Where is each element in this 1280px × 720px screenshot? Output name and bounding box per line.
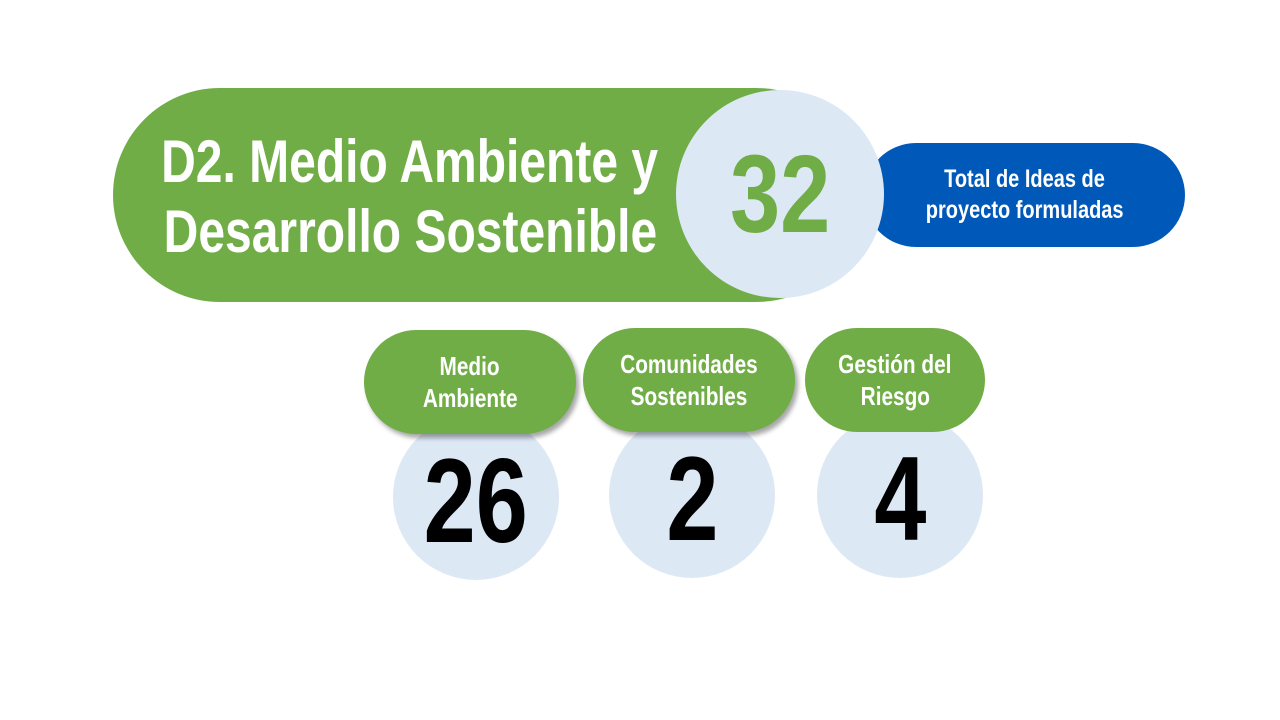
category-medio-ambiente-value: 26 <box>423 434 529 568</box>
category-medio-ambiente-label-2: Ambiente <box>422 383 518 413</box>
total-label-line-1: Total de Ideas de <box>944 165 1105 193</box>
category-comunidades-sostenibles-value: 2 <box>665 432 719 566</box>
category-gestion-del-riesgo-label-1: Gestión del <box>838 349 952 379</box>
category-medio-ambiente-pill: Medio Ambiente <box>364 330 576 434</box>
category-medio-ambiente-label-1: Medio <box>439 351 501 381</box>
category-gestion-del-riesgo-label-2: Riesgo <box>860 381 930 411</box>
category-comunidades-sostenibles-pill: Comunidades Sostenibles <box>583 328 795 432</box>
category-gestion-del-riesgo-pill: Gestión del Riesgo <box>805 328 985 432</box>
total-value: 32 <box>729 133 831 256</box>
category-comunidades-sostenibles-label-2: Sostenibles <box>630 381 748 411</box>
category-comunidades-sostenibles-label-1: Comunidades <box>620 349 758 379</box>
page-title: D2. Medio Ambiente y Desarrollo Sostenib… <box>100 112 720 282</box>
category-medio-ambiente-circle: 26 <box>393 414 559 580</box>
title-line-1: D2. Medio Ambiente y <box>161 128 659 195</box>
category-comunidades-sostenibles-circle: 2 <box>609 412 775 578</box>
category-gestion-del-riesgo-value: 4 <box>873 432 927 566</box>
total-label-pill: Total de Ideas de proyecto formuladas <box>864 143 1185 247</box>
title-line-2: Desarrollo Sostenible <box>163 198 657 265</box>
total-label-line-2: proyecto formuladas <box>925 196 1124 224</box>
category-gestion-del-riesgo-circle: 4 <box>817 412 983 578</box>
total-circle: 32 <box>676 90 884 298</box>
